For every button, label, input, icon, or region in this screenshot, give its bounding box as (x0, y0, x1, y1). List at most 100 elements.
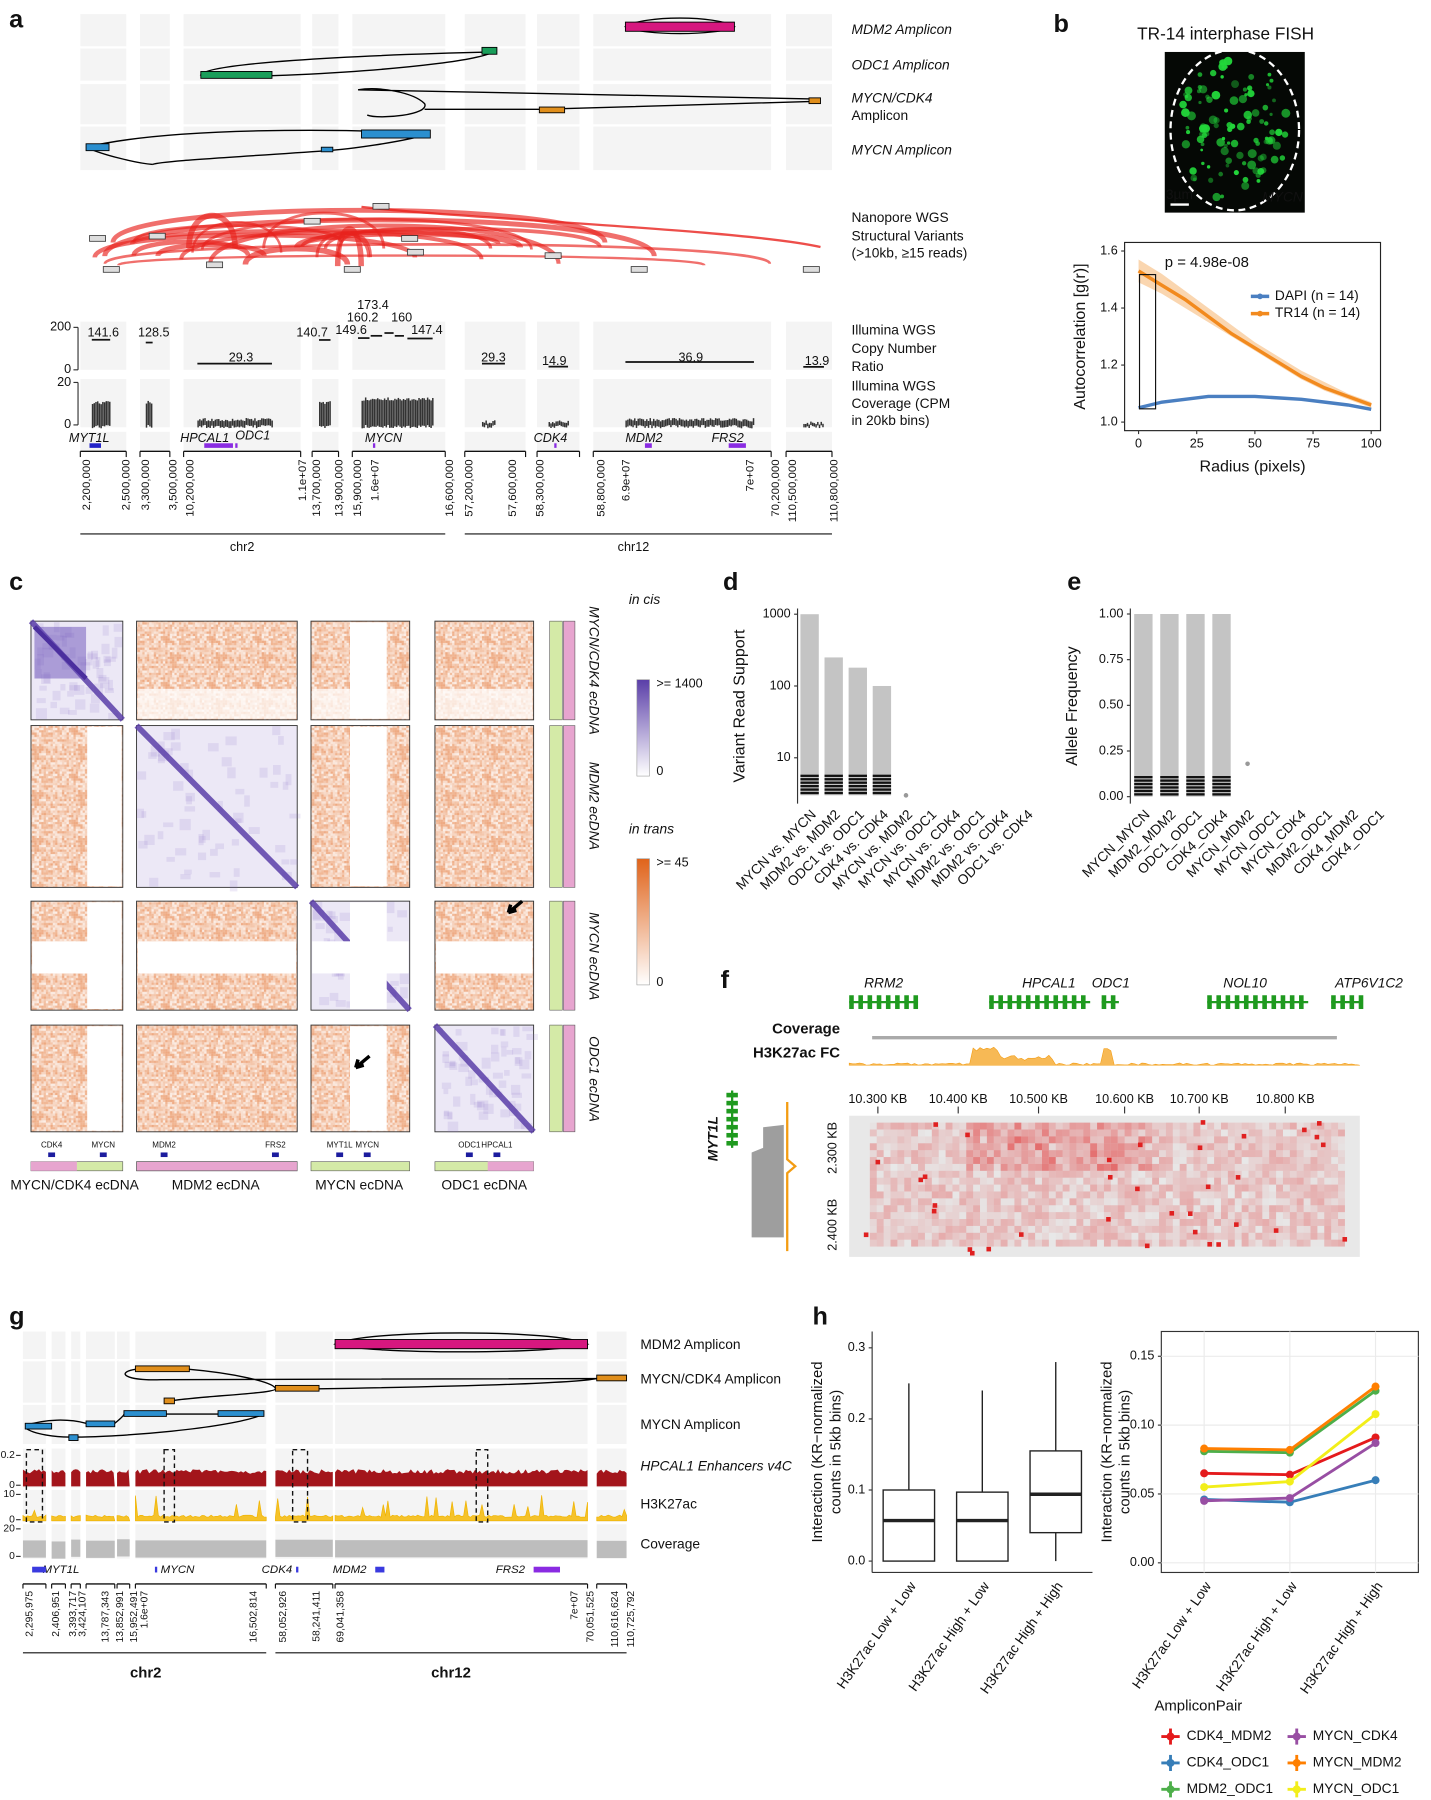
track-label: Structural Variants (851, 228, 963, 243)
heatmap-cell (1048, 1129, 1056, 1137)
heatmap-cell (1138, 1205, 1146, 1213)
heatmap-cell (911, 1170, 919, 1178)
heatmap-cell (1007, 1205, 1015, 1213)
heatmap-cell (924, 1184, 932, 1192)
heatmap-cell (1186, 1239, 1194, 1247)
heatmap-cell (1062, 1184, 1070, 1192)
coverage-bar (423, 398, 425, 426)
strip-dense (872, 778, 892, 781)
heatmap-cell (952, 1212, 960, 1220)
heatmap-cell (980, 1129, 987, 1137)
heatmap-cell (952, 1191, 959, 1198)
heatmap-cell (1338, 1198, 1345, 1206)
gene-mark (235, 443, 238, 448)
fish-signal (1220, 194, 1225, 199)
coverage-bar (661, 420, 664, 427)
heatmap-cell (973, 1177, 981, 1185)
coverage-bar (483, 422, 486, 428)
heatmap-cell (1055, 1157, 1063, 1164)
heatmap-cell (1048, 1170, 1056, 1178)
cis-texture (331, 971, 339, 977)
heatmap-cell (1055, 1184, 1063, 1192)
heatmap-cell (973, 1226, 980, 1233)
heatmap-cell (1090, 1177, 1098, 1185)
amplicon-segment (274, 1384, 320, 1392)
cis-texture (470, 1093, 476, 1105)
heatmap-cell (1097, 1129, 1104, 1137)
legend-dot (1257, 310, 1263, 317)
heatmap-cell (1296, 1122, 1304, 1130)
panel-label: e (1067, 568, 1081, 596)
heatmap-cell (986, 1157, 994, 1164)
heatmap-cell (986, 1143, 994, 1151)
coverage-bar (668, 418, 670, 426)
gene-exon (1349, 995, 1355, 1010)
fish-signal (1186, 130, 1191, 135)
coordinate-label: 69,041,358 (336, 1591, 347, 1643)
heatmap-cell (918, 1143, 925, 1151)
heatmap-cell (1069, 1129, 1077, 1137)
track-band (537, 431, 580, 451)
cis-texture (399, 972, 410, 985)
coverage-bar (209, 421, 211, 428)
heatmap-cell (1035, 1198, 1042, 1206)
point (903, 793, 909, 798)
cis-texture (114, 636, 123, 648)
heatmap-cell (931, 1212, 939, 1220)
heatmap-cell (1269, 1170, 1277, 1178)
track-band (464, 431, 526, 451)
panel-label: c (9, 568, 23, 596)
heatmap-cell (1152, 1136, 1160, 1144)
heatmap-cell (1310, 1191, 1318, 1199)
cis-diagonal (432, 1023, 536, 1134)
heatmap-cell (1207, 1191, 1215, 1199)
coverage-bar (720, 420, 722, 428)
cis-texture (444, 1061, 456, 1068)
coordinate-label: 58,800,000 (595, 459, 607, 516)
cis-texture (235, 788, 245, 795)
heatmap-cell (1062, 1212, 1070, 1220)
heatmap-cell (1338, 1157, 1345, 1164)
coverage-bar (635, 421, 638, 428)
heatmap-outlier (1205, 1184, 1211, 1190)
heatmap-cell (1048, 1122, 1056, 1130)
heatmap-outlier (965, 1132, 970, 1138)
fish-signal (1229, 96, 1239, 105)
fish-signal (1221, 65, 1225, 69)
heatmap-cell (1248, 1170, 1256, 1178)
heatmap-cell (1103, 1136, 1111, 1144)
heatmap-cell (1152, 1191, 1160, 1199)
heatmap-cell (883, 1239, 891, 1247)
heatmap-cell (1138, 1150, 1146, 1158)
heatmap-cell (877, 1171, 884, 1178)
cis-texture (95, 657, 101, 667)
coverage-bar (247, 418, 249, 426)
heatmap-cell (1227, 1225, 1235, 1233)
heatmap-cell (1124, 1150, 1132, 1158)
coverage-profile (751, 1124, 784, 1238)
heatmap-cell (1255, 1184, 1263, 1192)
heatmap-cell (1310, 1170, 1318, 1178)
cis-texture (289, 813, 301, 819)
heatmap-cell (1145, 1143, 1153, 1151)
heatmap-cell (1048, 1157, 1056, 1164)
heatmap-cell (1048, 1136, 1056, 1144)
fish-signal (1197, 72, 1203, 77)
amplicon-segment (24, 1422, 53, 1430)
heatmap-cell (1062, 1219, 1070, 1226)
cis-texture (519, 1059, 530, 1070)
heatmap-cell (1289, 1143, 1297, 1151)
heatmap-cell (1097, 1184, 1104, 1192)
heatmap-cell (1028, 1219, 1036, 1226)
coverage-bar (204, 418, 206, 426)
heatmap-cell (1173, 1198, 1180, 1205)
heatmap-cell (1262, 1219, 1270, 1226)
fish-signal (1201, 124, 1210, 133)
point (1371, 1476, 1380, 1485)
gene-exon (1216, 995, 1221, 1010)
heatmap-cell (1220, 1122, 1228, 1130)
heatmap-cell (1000, 1212, 1008, 1220)
coverage-bar (420, 399, 422, 427)
coverage-bar (382, 400, 384, 428)
track-band (140, 431, 170, 451)
